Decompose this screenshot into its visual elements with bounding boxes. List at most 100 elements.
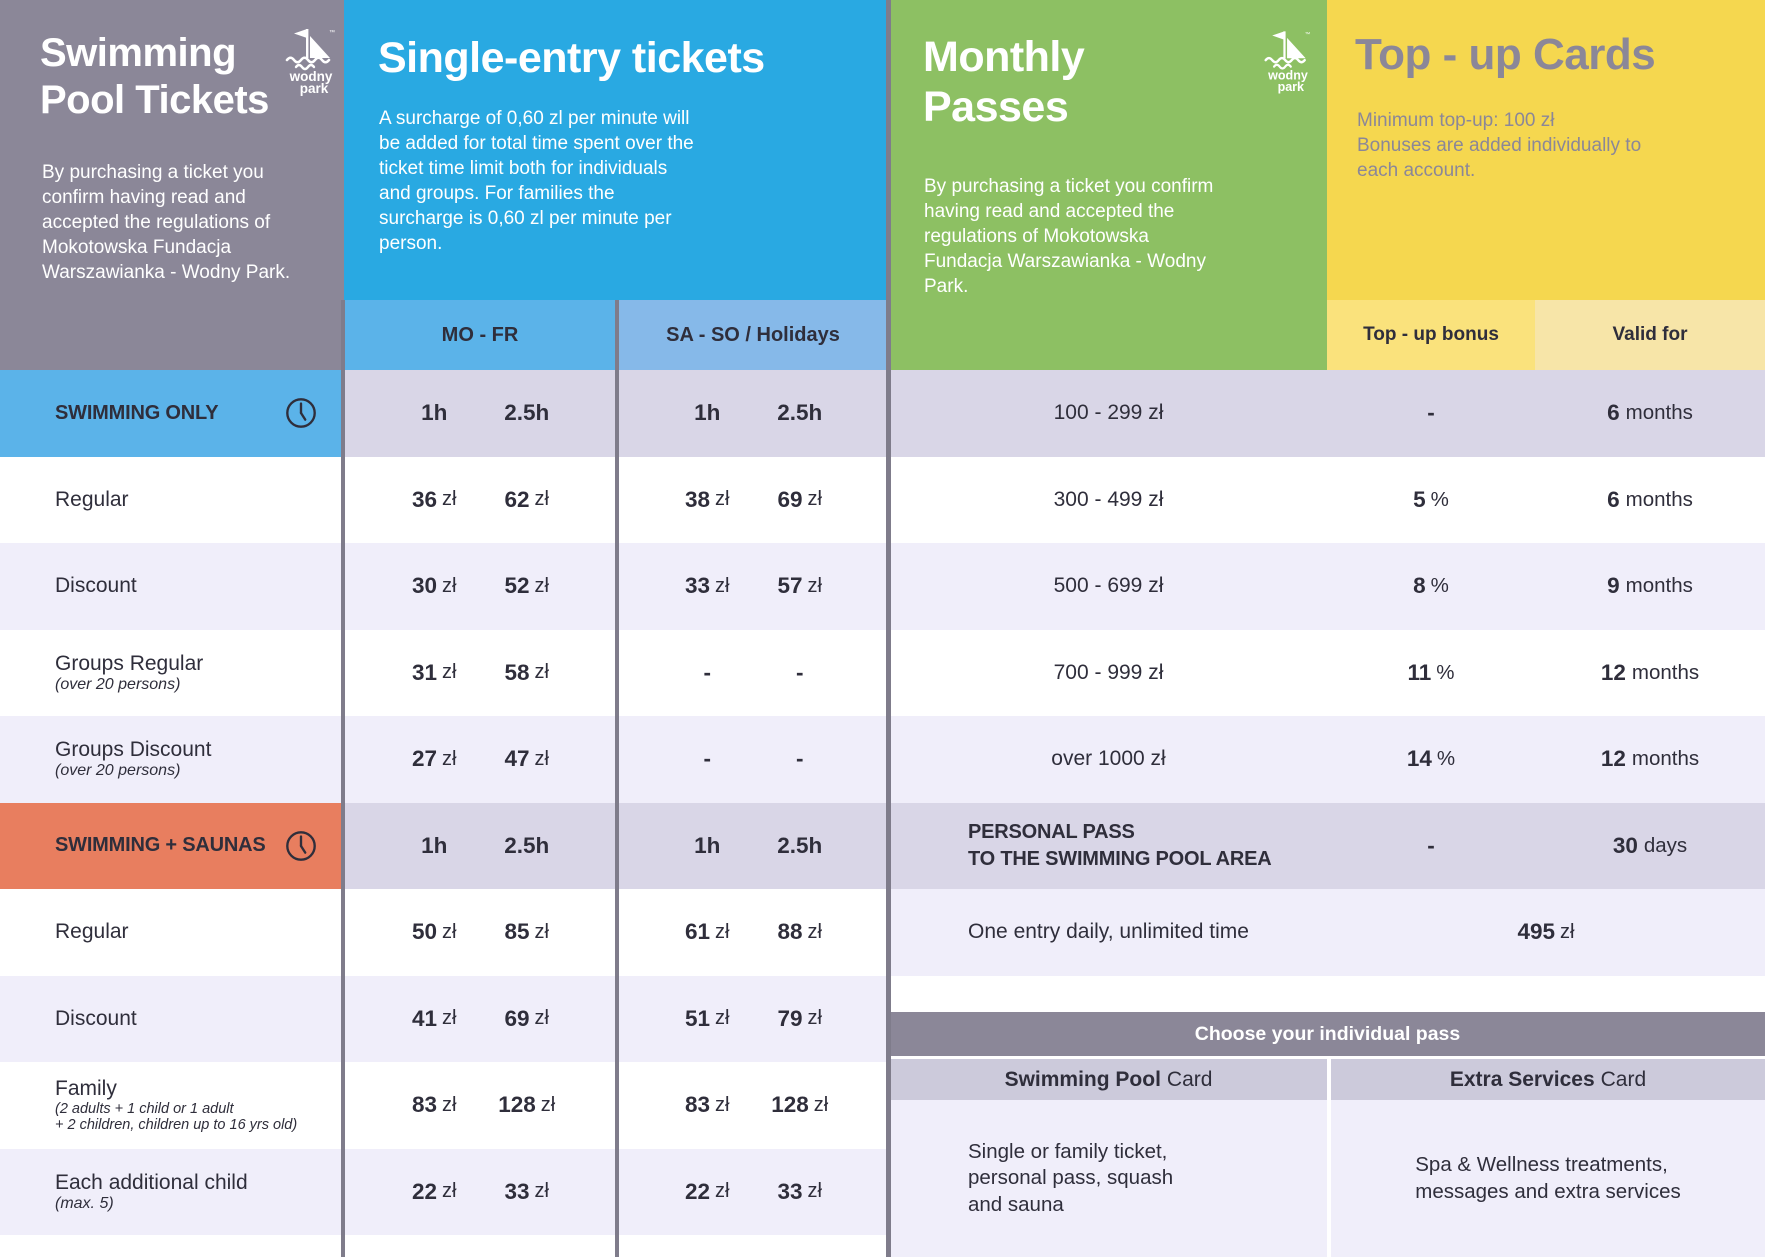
- currency-unit: zł: [813, 1093, 829, 1116]
- card-suffix: Card: [1600, 1067, 1647, 1091]
- monthly-passes-title: Monthly Passes: [923, 33, 1085, 132]
- valid-number: 12: [1600, 659, 1626, 685]
- row-label-cell: Discount: [0, 976, 344, 1063]
- one-entry-label: One entry daily, unlimited time: [968, 920, 1249, 944]
- currency-unit: zł: [715, 920, 730, 943]
- percent-unit: %: [1430, 574, 1449, 598]
- price-value: 83: [685, 1092, 711, 1118]
- duration-2-5h: 2.5h: [777, 832, 823, 858]
- single-entry-body: A surcharge of 0,60 zl per minute will b…: [379, 108, 694, 255]
- swimming-saunas-label: SWIMMING + SAUNAS: [55, 834, 266, 857]
- price-dash: -: [796, 746, 804, 772]
- valid-unit: months: [1631, 747, 1700, 771]
- table-row-discount-saunas: Discount 41 zł 69 zł 51 zł 79 zł: [0, 975, 890, 1063]
- percent-unit: %: [1430, 487, 1449, 511]
- table-row-topup-tier: 500 - 699 zł 8% 9 months: [890, 543, 1765, 630]
- row-label: Groups Discount: [55, 738, 212, 762]
- duration-header-mofr: 1h 2.5h: [344, 370, 617, 457]
- price-value: 83: [412, 1092, 438, 1118]
- currency-unit: zł: [534, 1007, 549, 1030]
- duration-1h: 1h: [421, 400, 448, 426]
- wodny-park-logo: wodny park ™: [1264, 31, 1310, 94]
- currency-unit: zł: [442, 747, 457, 770]
- row-sublabel: (max. 5): [55, 1194, 114, 1212]
- valid-number: 6: [1607, 400, 1620, 426]
- one-entry-price: 495: [1517, 919, 1556, 945]
- price-value: 47: [504, 746, 530, 772]
- currency-unit: zł: [715, 1007, 730, 1030]
- price-value: 51: [685, 1005, 711, 1031]
- swimming-saunas-header-cell: SWIMMING + SAUNAS: [0, 802, 344, 889]
- column-divider: [615, 300, 619, 1257]
- valid-number: 6: [1607, 486, 1620, 512]
- card-name: Extra Services: [1449, 1067, 1595, 1091]
- prices-saso: 83 zł 128 zł: [617, 1062, 890, 1149]
- card-name: Swimming Pool: [1004, 1067, 1161, 1091]
- table-row-groups-discount: Groups Discount (over 20 persons) 27 zł 4…: [0, 716, 890, 803]
- table-row-family: Family (2 adults + 1 child or 1 adult + …: [0, 1062, 890, 1149]
- currency-unit: zł: [807, 574, 822, 597]
- prices-mofr: 41 zł 69 zł: [344, 976, 617, 1063]
- price-value: 79: [777, 1005, 803, 1031]
- prices-saso: - -: [617, 716, 890, 803]
- swimming-pool-card-description: Single or family ticket, personal pass, …: [890, 1100, 1327, 1257]
- prices-saso: 61 zł 88 zł: [617, 889, 890, 976]
- price-dash: -: [703, 746, 712, 772]
- table-row-topup-tier: over 1000 zł 14% 12 months: [890, 716, 1765, 803]
- price-value: 33: [685, 573, 711, 599]
- top-up-cards-body: Minimum top-up: 100 zł Bonuses are added…: [1357, 110, 1642, 182]
- prices-saso: 51 zł 79 zł: [617, 976, 890, 1063]
- prices-saso: 38 zł 69 zł: [617, 457, 890, 544]
- card-description-text: Spa & Wellness treatments, messages and …: [1415, 1152, 1681, 1203]
- personal-pass-label: PERSONAL PASS TO THE SWIMMING POOL AREA: [968, 820, 1272, 870]
- price-value: 61: [685, 919, 711, 945]
- price-value: 22: [412, 1178, 438, 1204]
- topup-range: 100 - 299 zł: [1053, 401, 1164, 425]
- duration-2-5h: 2.5h: [504, 400, 550, 426]
- price-value: 57: [777, 573, 803, 599]
- duration-header-saso: 1h 2.5h: [617, 803, 890, 890]
- price-value: 22: [685, 1178, 711, 1204]
- valid-unit: months: [1625, 574, 1693, 598]
- bonus-number: 5: [1413, 486, 1426, 512]
- prices-mofr: 31 zł 58 zł: [344, 630, 617, 717]
- row-label-cell: Each additional child (max. 5): [0, 1149, 344, 1236]
- price-value: 128: [771, 1092, 809, 1118]
- price-value: 62: [504, 486, 530, 512]
- column-divider: [341, 300, 345, 1257]
- bonus-number: 14: [1406, 746, 1432, 772]
- currency-unit: zł: [534, 488, 549, 511]
- column-header-sa-so-holidays: SA - SO / Holidays: [619, 300, 887, 370]
- card-suffix: Card: [1166, 1067, 1213, 1091]
- price-value: 27: [412, 746, 438, 772]
- section-row-swimming-only: SWIMMING ONLY 1h 2.5h 1h 2.5h: [0, 370, 890, 457]
- section-row-swimming-saunas: SWIMMING + SAUNAS 1h 2.5h 1h 2.5h: [0, 802, 890, 890]
- clock-icon: [286, 398, 316, 429]
- table-row-groups-regular: Groups Regular (over 20 persons) 31 zł 58…: [0, 629, 890, 717]
- duration-1h: 1h: [694, 832, 721, 858]
- row-label-cell: Regular: [0, 889, 344, 976]
- prices-mofr: 83 zł 128 zł: [344, 1062, 617, 1149]
- prices-mofr: 36 zł 62 zł: [344, 457, 617, 544]
- price-value: 69: [504, 1005, 530, 1031]
- prices-saso: 22 zł 33 zł: [617, 1149, 890, 1236]
- topup-range: 700 - 999 zł: [1053, 660, 1164, 684]
- currency-unit: zł: [807, 1180, 822, 1203]
- table-row-discount: Discount 30 zł 52 zł 33 zł 57 zł: [0, 543, 890, 630]
- price-value: 33: [777, 1178, 803, 1204]
- topup-range: over 1000 zł: [1051, 747, 1166, 771]
- price-value: 58: [504, 659, 530, 685]
- clock-icon: [286, 830, 316, 861]
- bonus-number: 11: [1407, 659, 1432, 685]
- swimming-only-header-cell: SWIMMING ONLY: [0, 370, 344, 457]
- swimming-pool-tickets-title: Swimming Pool Tickets: [40, 31, 269, 122]
- bonus-dash: -: [1427, 400, 1435, 426]
- price-value: 50: [412, 919, 438, 945]
- price-value: 38: [685, 486, 711, 512]
- row-label-cell: Regular: [0, 457, 344, 544]
- duration-2-5h: 2.5h: [777, 400, 823, 426]
- duration-1h: 1h: [421, 832, 448, 858]
- table-row-topup-tier: 700 - 999 zł 11% 12 months: [890, 629, 1765, 716]
- currency-unit: zł: [807, 920, 822, 943]
- currency-unit: zł: [534, 1180, 549, 1203]
